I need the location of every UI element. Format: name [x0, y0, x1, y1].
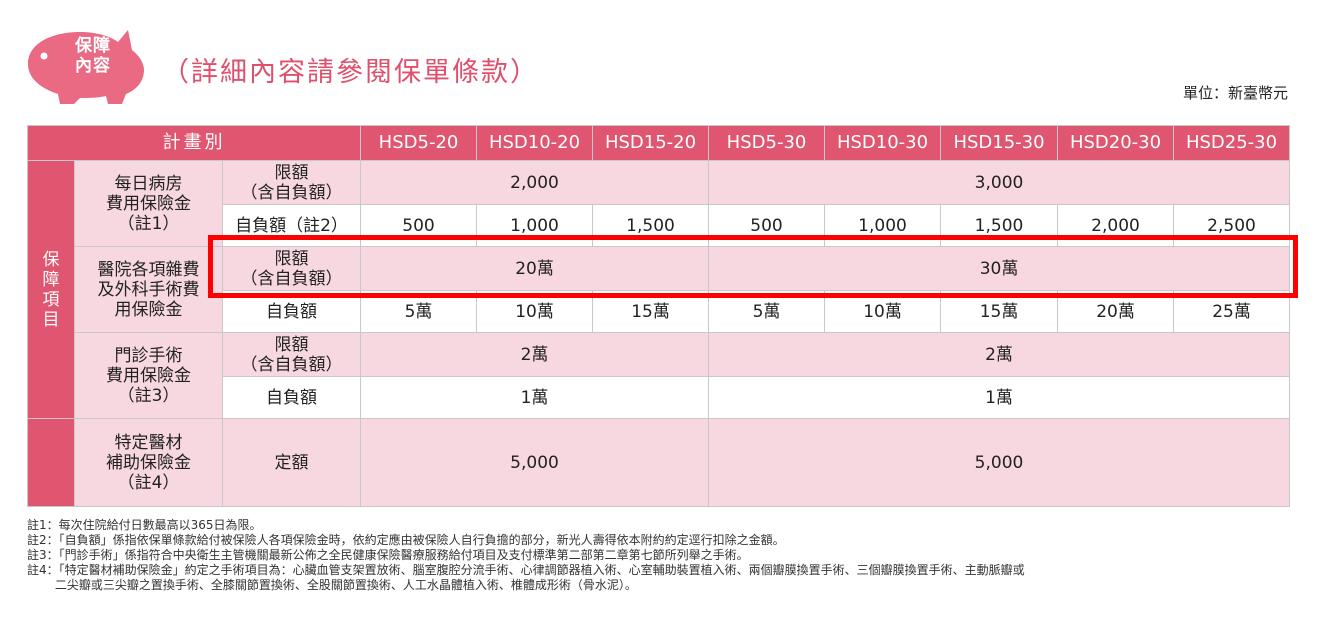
- footnote: 註4：「特定醫材補助保險金」約定之手術項目為：心臟血管支架置放術、腦室腹腔分流手…: [27, 563, 1025, 577]
- footnote: 註3：「門診手術」係指符合中央衛生主管機關最新公佈之全民健康保險醫療服務給付項目…: [27, 548, 749, 562]
- fixed-amount-label: 定額: [221, 418, 362, 507]
- plan-header: 計畫別: [26, 125, 362, 161]
- limit-value: 2,000: [360, 160, 710, 205]
- table-row: 特定醫材 補助保險金 （註4） 定額 5,000 5,000: [27, 418, 1291, 507]
- deductible-value: 1萬: [360, 376, 710, 419]
- special-material-name: 特定醫材 補助保險金 （註4）: [74, 418, 223, 507]
- badge-line-2: 內容: [75, 56, 111, 76]
- coverage-side-label: 保 障 項 目: [27, 160, 75, 419]
- table-header-row: 計畫別 HSD5-20 HSD10-20 HSD15-20 HSD5-30 HS…: [26, 125, 1291, 161]
- badge-line-1: 保障: [75, 36, 111, 56]
- plan-col: HSD15-20: [592, 125, 710, 161]
- limit-label: 限額 （含自負額）: [221, 332, 362, 377]
- limit-label: 限額 （含自負額）: [221, 246, 362, 291]
- unit-label: 單位：新臺幣元: [1182, 84, 1288, 102]
- highlight-box: [208, 235, 1298, 298]
- fixed-amount-value: 5,000: [360, 418, 710, 507]
- plan-col: HSD5-30: [708, 125, 826, 161]
- footnote: 註2：「自負額」係指依保單條款給付被保險人各項保險金時，依約定應由被保險人自行負…: [27, 533, 785, 547]
- footnote: 二尖瓣或三尖瓣之置換手術、全膝關節置換術、全股關節置換術、人工水晶體植入術、椎體…: [27, 578, 637, 592]
- coverage-table: 計畫別 HSD5-20 HSD10-20 HSD15-20 HSD5-30 HS…: [26, 125, 1291, 507]
- table-row: 醫院各項雜費 及外科手術費 用保險金 限額 （含自負額） 20萬 30萬: [28, 246, 1291, 333]
- daily-room-name: 每日病房 費用保險金 （註1）: [74, 160, 223, 247]
- outpatient-name: 門診手術 費用保險金 （註3）: [74, 332, 223, 419]
- plan-col: HSD25-30: [1173, 125, 1291, 161]
- limit-value: 30萬: [708, 246, 1291, 291]
- section-badge: 保障 內容: [62, 36, 124, 76]
- hospital-misc-name: 醫院各項雜費 及外科手術費 用保險金: [74, 246, 223, 333]
- plan-col: HSD10-20: [476, 125, 594, 161]
- limit-value: 20萬: [360, 246, 710, 291]
- footnote: 註1：每次住院給付日數最高以365日為限。: [27, 518, 262, 532]
- page-title: （詳細內容請參閱保單條款）: [162, 57, 539, 88]
- plan-col: HSD5-20: [360, 125, 478, 161]
- side-filler: [27, 418, 75, 507]
- plan-col: HSD20-30: [1057, 125, 1175, 161]
- table-row: 自負額 1萬 1萬: [28, 376, 1291, 419]
- limit-label: 限額 （含自負額）: [221, 160, 362, 205]
- deductible-label: 自負額: [221, 376, 362, 419]
- limit-value: 3,000: [708, 160, 1291, 205]
- plan-col: HSD10-30: [824, 125, 942, 161]
- plan-col: HSD15-30: [940, 125, 1059, 161]
- limit-value: 2萬: [360, 332, 710, 377]
- deductible-value: 10萬: [824, 290, 942, 333]
- table-row: 保 障 項 目 每日病房 費用保險金 （註1） 限額 （含自負額） 2,000 …: [27, 160, 1291, 419]
- table-row: 門診手術 費用保險金 （註3） 限額 （含自負額） 2萬 2萬: [28, 332, 1291, 419]
- deductible-value: 1萬: [708, 376, 1291, 419]
- fixed-amount-value: 5,000: [708, 418, 1291, 507]
- piggy-bank-icon: [28, 30, 144, 104]
- limit-value: 2萬: [708, 332, 1291, 377]
- footnotes: 註1：每次住院給付日數最高以365日為限。 註2：「自負額」係指依保單條款給付被…: [27, 518, 1317, 593]
